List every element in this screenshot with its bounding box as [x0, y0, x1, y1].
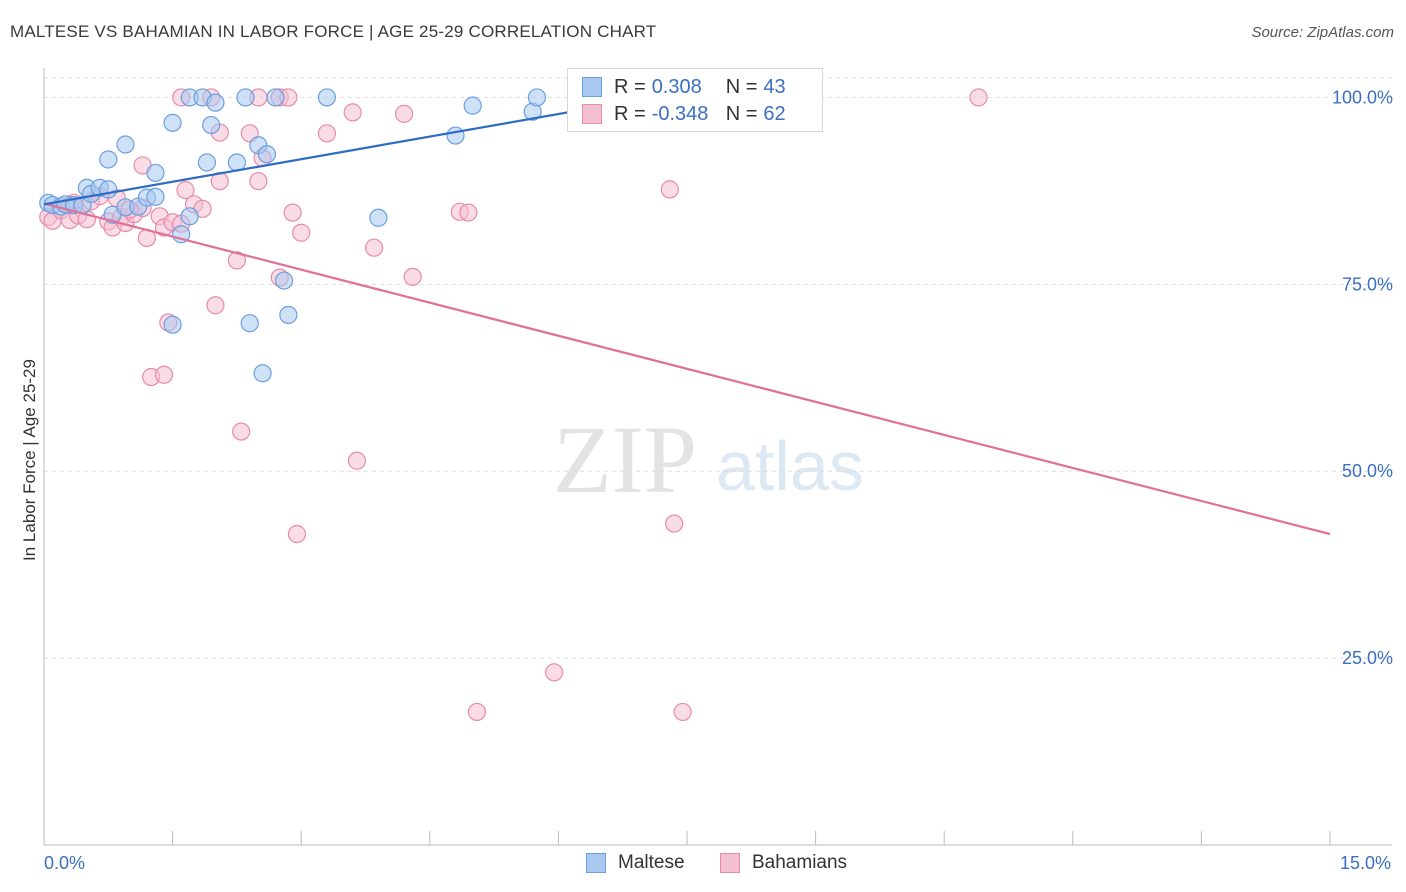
bahamians-point — [227, 251, 246, 270]
watermark-atlas: atlas — [716, 427, 864, 505]
maltese-point — [99, 180, 118, 199]
maltese-points — [39, 88, 589, 383]
bahamians-point — [347, 451, 367, 470]
stats-row-bahamians: R = -0.348 N = 62 — [582, 102, 786, 126]
bahamians-point — [287, 524, 307, 544]
stats-legend: R = 0.308 N = 43 R = -0.348 N = 62 — [567, 68, 823, 132]
n-value: 62 — [763, 102, 786, 125]
maltese-point — [146, 163, 165, 183]
maltese-point — [240, 314, 259, 333]
chart-title: MALTESE VS BAHAMIAN IN LABOR FORCE | AGE… — [10, 22, 657, 41]
y-tick-labels: 25.0% 50.0% 75.0% 100.0% — [1332, 87, 1393, 668]
bahamians-point — [403, 267, 422, 286]
bahamians-point — [673, 702, 692, 722]
bahamians-point — [154, 365, 174, 384]
n-label: N = — [725, 102, 758, 125]
y-tick-label: 100.0% — [1332, 87, 1393, 107]
watermark: ZIP atlas — [553, 406, 864, 513]
y-axis-label: In Labor Force | Age 25-29 — [20, 359, 39, 561]
maltese-swatch — [586, 853, 606, 873]
maltese-point — [197, 153, 216, 172]
bahamians-point — [343, 103, 362, 122]
maltese-point — [99, 150, 118, 169]
bahamians-points — [39, 88, 988, 722]
maltese-swatch — [582, 77, 602, 97]
y-tick-label: 50.0% — [1342, 461, 1393, 481]
maltese-point — [163, 315, 182, 334]
bahamians-point — [969, 88, 988, 107]
source-note: Source: ZipAtlas.com — [1251, 24, 1394, 41]
maltese-point — [463, 96, 482, 115]
bahamians-point — [232, 422, 251, 441]
r-value: -0.348 — [651, 102, 709, 125]
x-tick-label-max: 15.0% — [1340, 853, 1392, 873]
legend-item-maltese[interactable]: Maltese — [586, 852, 685, 874]
maltese-point — [527, 88, 547, 107]
bahamians-point — [317, 124, 337, 143]
stats-row-maltese: R = 0.308 N = 43 — [582, 75, 786, 99]
bahamians-point — [467, 702, 487, 722]
maltese-point — [266, 88, 285, 107]
bahamians-point — [394, 104, 414, 123]
bahamians-point — [292, 223, 311, 242]
bahamians-trend-line — [43, 202, 1331, 536]
n-label: N = — [725, 75, 758, 98]
maltese-point — [116, 135, 135, 154]
bahamians-point — [206, 296, 225, 315]
maltese-point — [202, 115, 221, 135]
legend-item-bahamians[interactable]: Bahamians — [720, 852, 847, 874]
maltese-point — [236, 88, 255, 107]
r-label: R = — [614, 75, 646, 98]
bahamians-point — [459, 203, 478, 222]
bahamians-point — [283, 203, 302, 222]
bahamians-point — [665, 514, 684, 533]
maltese-point — [206, 93, 225, 112]
bahamians-swatch — [582, 104, 602, 124]
bahamians-point — [249, 172, 268, 191]
y-tick-label: 75.0% — [1342, 274, 1393, 294]
maltese-point — [369, 208, 388, 227]
watermark-zip: ZIP — [553, 406, 697, 513]
maltese-point — [279, 305, 298, 325]
legend-label-maltese: Maltese — [618, 852, 685, 873]
bahamians-point — [176, 181, 195, 200]
grid-lines — [44, 77, 1392, 659]
n-value: 43 — [763, 75, 786, 98]
r-value: 0.308 — [651, 75, 702, 98]
maltese-point — [274, 271, 294, 290]
legend-label-bahamians: Bahamians — [752, 852, 848, 873]
bahamians-swatch — [720, 853, 740, 873]
maltese-point — [257, 145, 277, 164]
bahamians-point — [364, 238, 384, 257]
maltese-point — [180, 207, 199, 226]
bahamians-point — [545, 663, 564, 682]
maltese-point — [253, 364, 272, 383]
maltese-point — [317, 88, 337, 107]
y-tick-label: 25.0% — [1342, 648, 1393, 668]
series-legend: Maltese Bahamians — [0, 852, 1406, 878]
maltese-point — [146, 187, 165, 206]
maltese-point — [163, 113, 182, 132]
maltese-point — [446, 126, 465, 145]
x-tick-label-min: 0.0% — [44, 853, 86, 873]
r-label: R = — [614, 102, 646, 125]
bahamians-point — [660, 180, 679, 199]
